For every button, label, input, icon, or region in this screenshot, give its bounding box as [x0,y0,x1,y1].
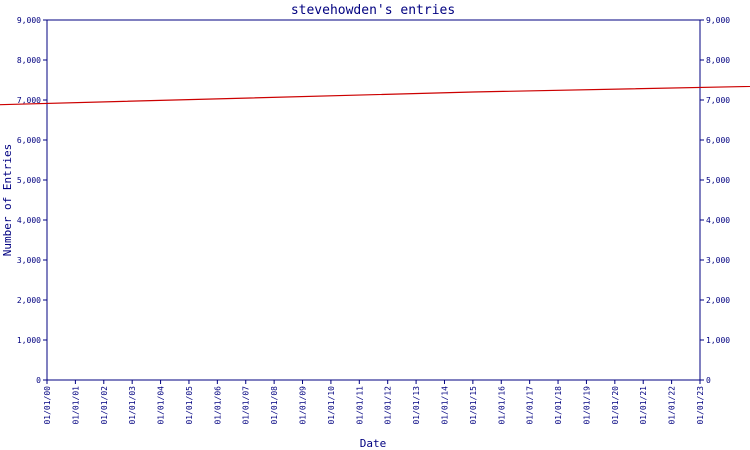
y-tick-label-right: 6,000 [706,136,730,145]
x-tick-label: 01/01/17 [526,386,535,425]
y-tick-label-right: 7,000 [706,96,730,105]
y-tick-label-left: 7,000 [17,96,41,105]
x-tick-label: 01/01/07 [242,386,251,425]
y-tick-label-right: 5,000 [706,176,730,185]
x-tick-label: 01/01/11 [355,386,364,425]
x-tick-label: 01/01/06 [213,386,222,425]
x-tick-label: 01/01/14 [440,386,449,425]
y-tick-label-right: 1,000 [706,336,730,345]
x-tick-label: 01/01/19 [582,386,591,425]
x-tick-label: 01/01/15 [469,386,478,425]
y-tick-label-right: 2,000 [706,296,730,305]
y-tick-label-left: 4,000 [17,216,41,225]
x-tick-label: 01/01/01 [71,386,80,425]
x-tick-label: 01/01/22 [668,386,677,425]
y-tick-label-left: 9,000 [17,16,41,25]
y-tick-label-left: 5,000 [17,176,41,185]
y-tick-label-left: 8,000 [17,56,41,65]
y-tick-label-right: 0 [706,376,711,385]
right-y-axis: 0 1,000 2,000 3,000 4,000 5,000 6,000 7,000 8,00… [700,16,730,385]
y-tick-label-right: 3,000 [706,256,730,265]
x-tick-label: 01/01/20 [611,386,620,425]
y-tick-label-right: 9,000 [706,16,730,25]
chart-title: stevehowden's entries [291,3,455,18]
x-axis-label: Date [360,437,387,450]
x-tick-label: 01/01/23 [696,386,705,425]
y-tick-label-right: 4,000 [706,216,730,225]
x-tick-label: 01/01/00 [43,386,52,425]
x-tick-label: 01/01/09 [299,386,308,425]
left-y-axis: 0 1,000 2,000 3,000 4,000 5,000 6,000 7,000 8,00… [17,16,47,385]
x-tick-label: 01/01/12 [384,386,393,425]
x-tick-label: 01/01/02 [100,386,109,425]
y-tick-label-left: 0 [36,376,41,385]
x-tick-label: 01/01/08 [270,386,279,425]
y-axis-label: Number of Entries [1,144,14,257]
y-tick-label-left: 6,000 [17,136,41,145]
y-tick-label-left: 3,000 [17,256,41,265]
y-tick-label-right: 8,000 [706,56,730,65]
x-tick-label: 01/01/16 [497,386,506,425]
x-tick-label: 01/01/10 [327,386,336,425]
x-tick-label: 01/01/05 [185,386,194,425]
x-tick-label: 01/01/13 [412,386,421,425]
y-tick-label-left: 2,000 [17,296,41,305]
plot-frame [46,19,701,381]
x-tick-label: 01/01/18 [554,386,563,425]
x-axis: 01/01/00 01/01/01 01/01/02 01/01/03 01/01/04… [43,380,705,425]
x-tick-label: 01/01/04 [157,386,166,425]
x-tick-label: 01/01/03 [128,386,137,425]
x-tick-label: 01/01/21 [639,386,648,425]
series-line [0,85,750,106]
y-tick-label-left: 1,000 [17,336,41,345]
